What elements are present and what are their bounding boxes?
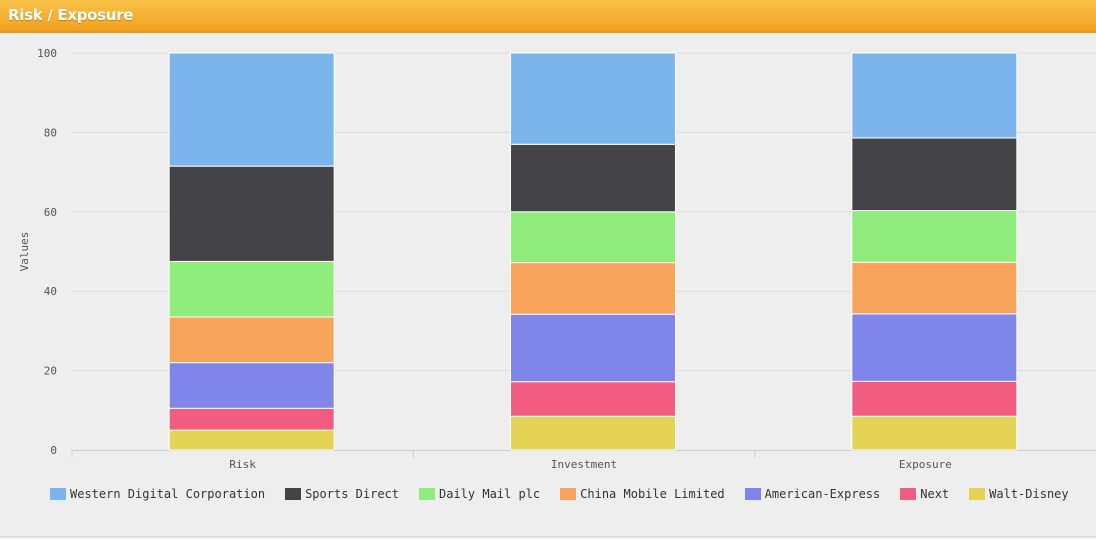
chart-legend: Western Digital Corporation Sports Direc… [50,486,1069,502]
bar-segment [851,210,1018,263]
y-tick-label: 0 [50,444,57,457]
legend-label: Daily Mail plc [439,487,541,501]
chart-title: Risk / Exposure [8,6,134,24]
bar-segment [168,165,335,262]
x-tick-label: Risk [229,458,256,471]
bar-segment [851,380,1018,417]
legend-label: Next [920,487,950,501]
bar-segment [510,415,676,451]
legend-swatch [285,488,302,500]
bar-segment [510,313,676,383]
legend-label: China Mobile Limited [580,487,725,501]
legend-label: Walt-Disney [989,487,1069,501]
bar-segment [510,52,676,145]
y-tick-label: 20 [44,365,57,378]
y-tick-label: 80 [44,126,57,139]
legend-item-china-mobile[interactable]: China Mobile Limited [560,487,725,501]
legend-swatch [560,488,577,500]
legend-item-daily-mail[interactable]: Daily Mail plc [419,487,540,501]
legend-swatch [744,488,761,500]
bar-segment [168,260,335,318]
x-tick-label: Investment [551,458,617,471]
bar-segment [510,143,676,213]
bar-segment [851,137,1018,212]
bar-segment [168,407,335,431]
bar-segment [168,52,335,167]
y-tick-label: 60 [44,206,57,219]
legend-item-next[interactable]: Next [900,487,949,501]
legend-item-american-express[interactable]: American-Express [744,487,881,501]
stacked-bar-chart: 0 20 40 60 80 100 Values Risk Investment Exposure [18,47,1096,471]
bar-segment [510,262,676,315]
bar-segment [168,316,335,364]
legend-swatch [50,488,66,500]
bar-segment [168,429,335,451]
y-tick-label: 40 [44,285,57,298]
legend-item-sports-direct[interactable]: Sports Direct [285,487,399,501]
legend-swatch [419,488,435,500]
legend-label: American-Express [764,487,881,501]
footer-divider [0,536,1096,537]
bar-segment [851,415,1018,451]
legend-swatch [900,488,917,500]
bar-segment [851,261,1018,315]
legend-item-walt-disney[interactable]: Walt-Disney [969,487,1069,501]
legend-label: Western Digital Corporation [70,487,266,501]
legend-item-western-digital[interactable]: Western Digital Corporation [50,487,265,501]
y-axis-title: Values [18,232,31,272]
x-tick-label: Exposure [899,458,952,471]
legend-label: Sports Direct [305,487,399,501]
bar-segment [168,362,335,409]
bar-segment [851,313,1018,382]
bar-segment [851,52,1018,139]
bar-segment [510,211,676,264]
bar-segment [510,381,676,417]
legend-swatch [969,488,986,500]
y-tick-label: 100 [37,47,57,60]
chart-header: Risk / Exposure [0,0,1096,33]
